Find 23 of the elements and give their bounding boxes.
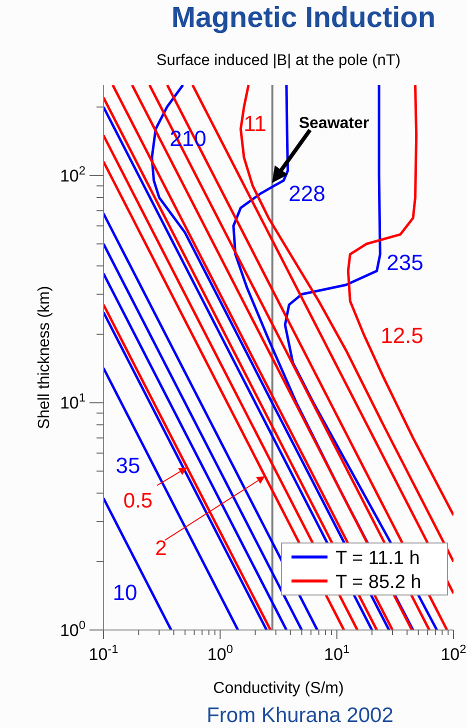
y-axis-title: Shell thickness (km)	[36, 286, 53, 430]
annotation: 235	[386, 250, 424, 275]
x-axis-title: Conductivity (S/m)	[213, 680, 344, 697]
legend-label: T = 85.2 h	[336, 572, 422, 593]
legend-label: T = 11.1 h	[336, 548, 420, 569]
chart-subtitle: Surface induced |B| at the pole (nT)	[155, 52, 402, 70]
x-tick-label: 10$^{2}$	[440, 642, 467, 664]
annotation: Seawater	[298, 115, 370, 132]
annotation: 2	[155, 537, 167, 560]
x-tick-label: 10$^{1}$	[324, 642, 350, 664]
annotation: 35	[116, 453, 140, 478]
chart-title: Magnetic Induction	[170, 2, 437, 35]
x-tick-label: 10$^{-1}$	[88, 642, 119, 664]
annotation: 0.5	[123, 489, 153, 512]
annotation: 228	[288, 181, 326, 206]
x-tick-label: 10$^{0}$	[207, 642, 234, 664]
y-tick-label: 10$^{1}$	[60, 390, 86, 413]
annotation: 12.5	[380, 323, 424, 348]
text: From Khurana 2002	[206, 704, 394, 727]
y-tick-label: 10$^{2}$	[60, 163, 86, 186]
annotation: 10	[112, 580, 138, 605]
annotation: 11	[244, 111, 266, 136]
y-tick-label: 10$^{0}$	[60, 618, 86, 640]
